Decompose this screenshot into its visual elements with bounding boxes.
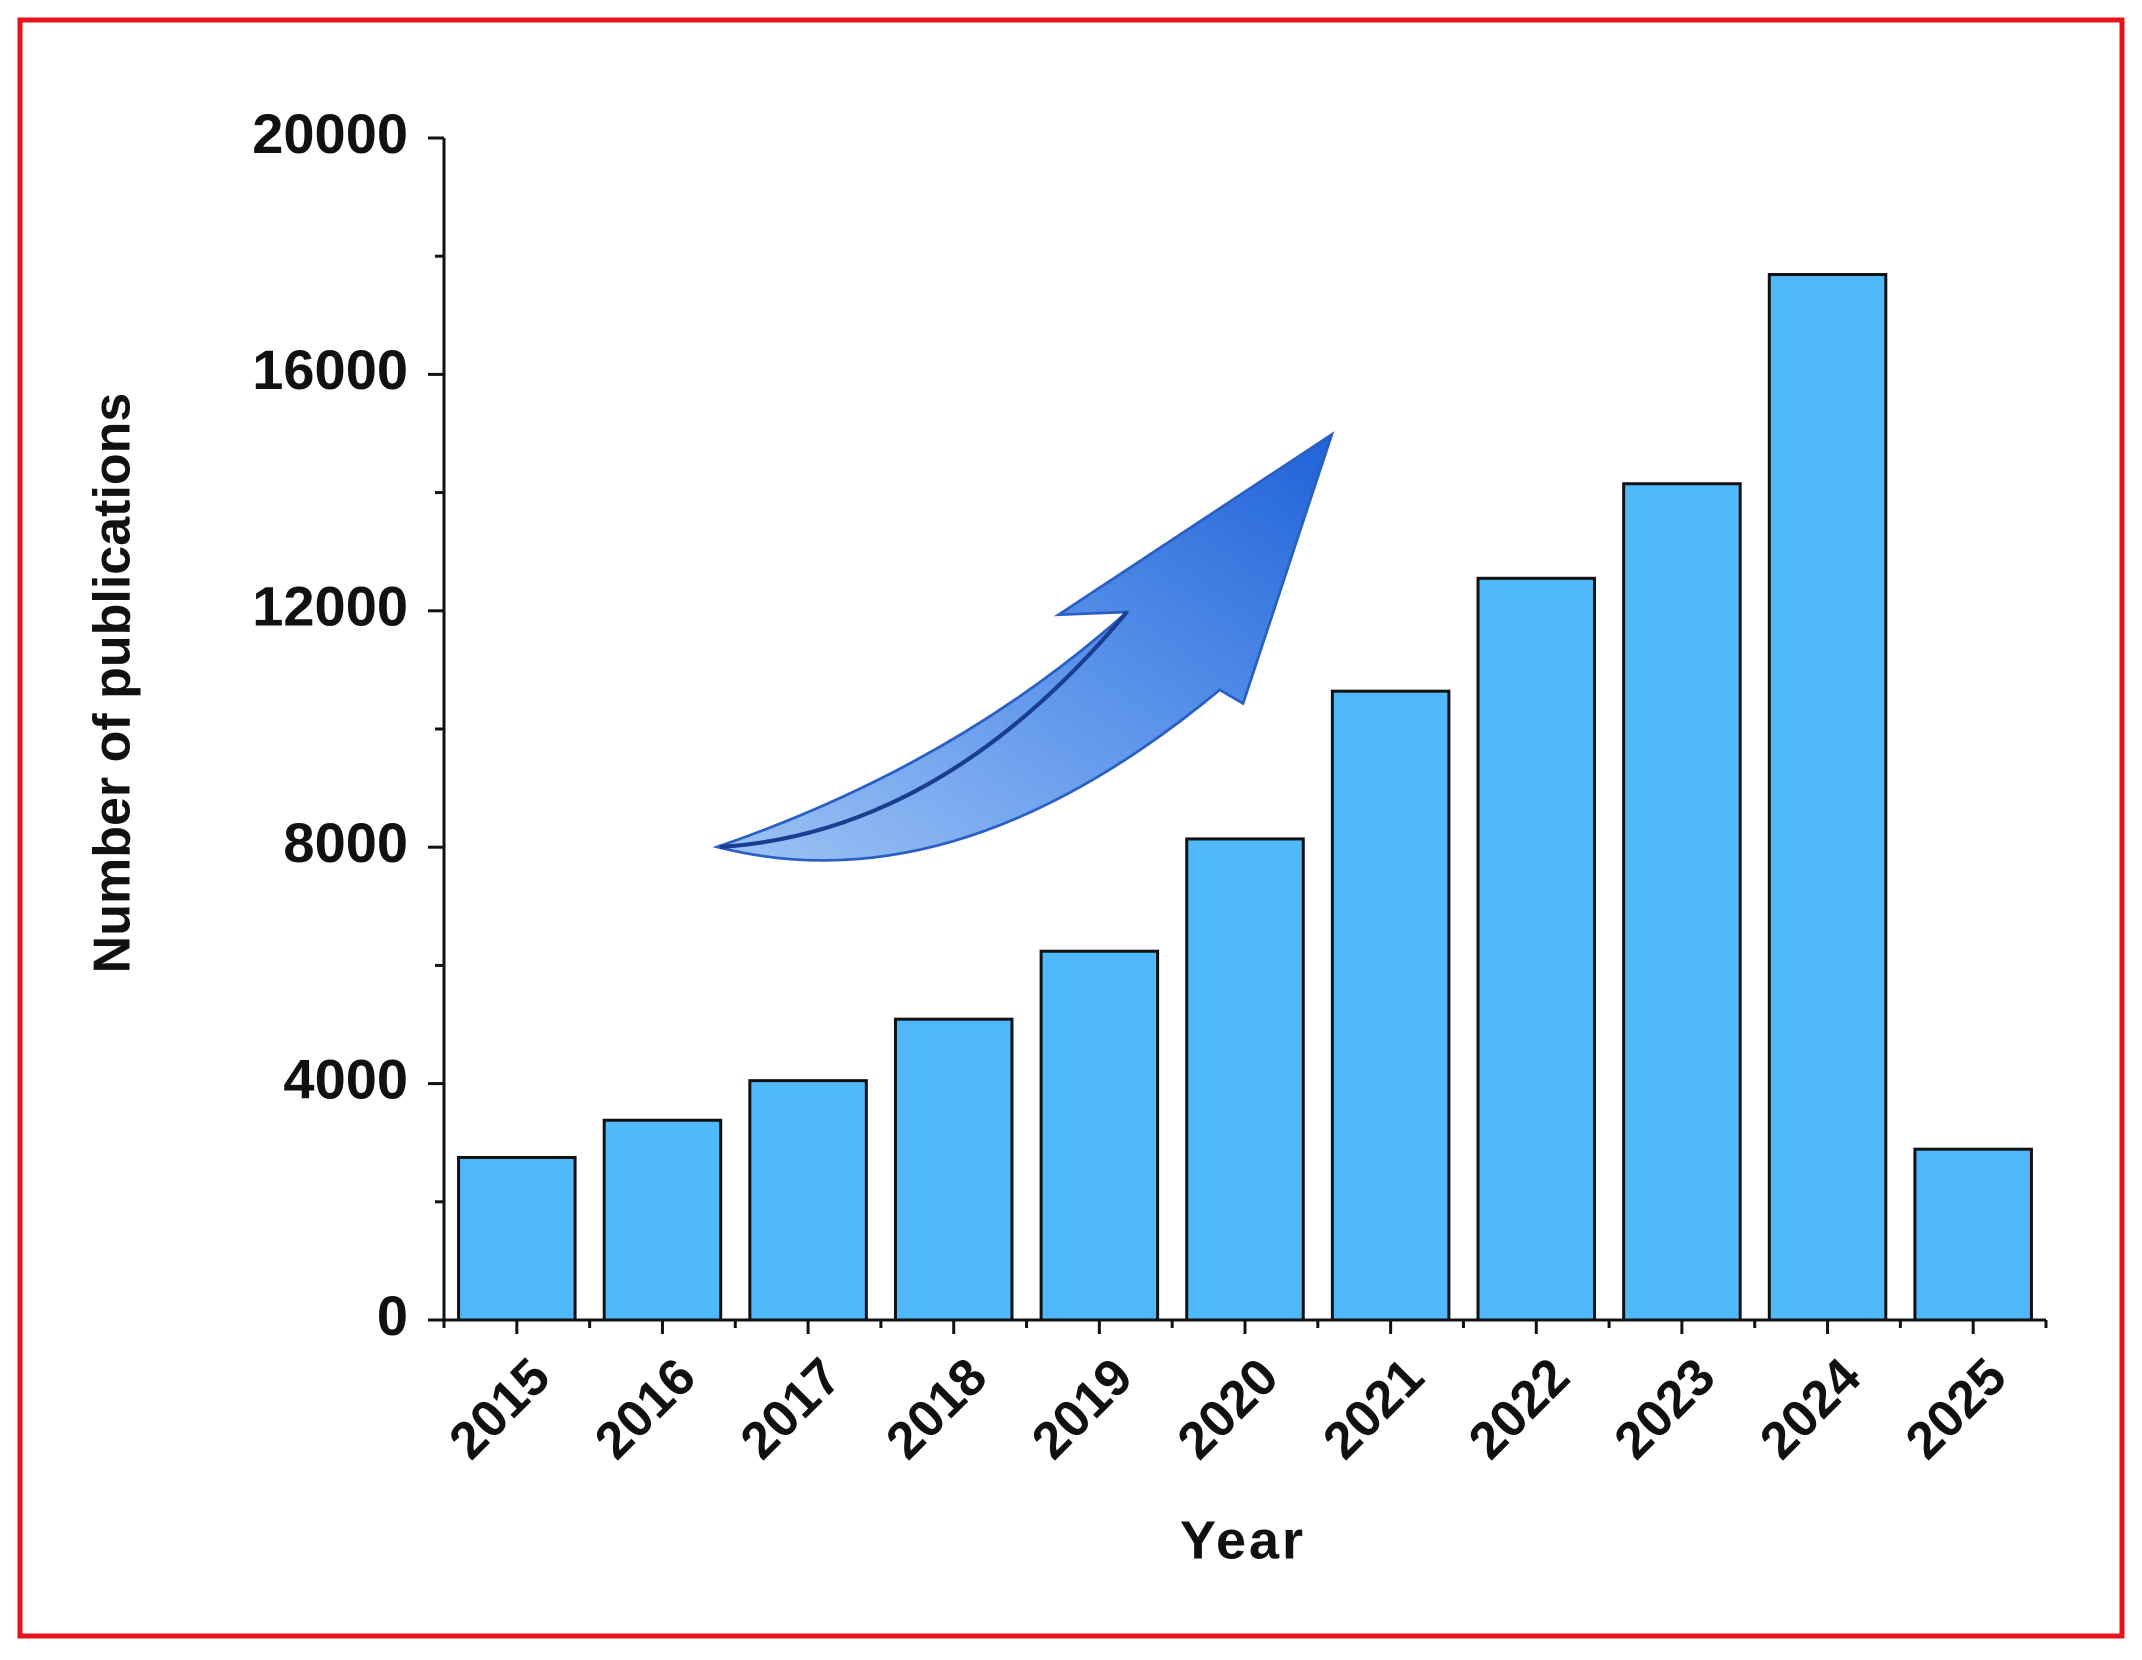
y-tick-label: 4000 [283,1047,408,1110]
x-tick-label: 2024 [1749,1347,1872,1470]
bar [1330,689,1451,1322]
bar [748,1079,868,1322]
bar [1185,837,1305,1322]
y-tick-label: 20000 [252,102,408,165]
bar [893,1017,1014,1322]
x-tick-label: 2017 [730,1347,853,1470]
x-tick-label: 2018 [875,1347,998,1470]
bar [1913,1147,2033,1322]
x-tick-label: 2022 [1458,1347,1581,1470]
bar [602,1118,723,1322]
bar [457,1155,577,1322]
x-tick-label: 2025 [1895,1347,2018,1470]
x-tick-label: 2020 [1167,1347,1290,1470]
bar [1622,482,1742,1322]
frame [17,17,2125,1639]
y-tick-label: 8000 [283,811,408,874]
bar [1476,576,1597,1322]
x-tick-label: 2019 [1021,1347,1144,1470]
x-tick-label: 2023 [1604,1347,1727,1470]
x-tick-label: 2016 [584,1347,707,1470]
bar [1039,949,1160,1322]
x-tick-label: 2015 [439,1347,562,1470]
bar [1767,273,1888,1322]
trend-arrow [712,431,1335,862]
x-axis-label: Year [1180,1510,1306,1570]
y-tick-label: 16000 [252,338,408,401]
x-tick-label: 2021 [1312,1347,1435,1470]
y-tick-label: 0 [377,1284,408,1347]
y-axis-label: Number of publications [84,393,142,974]
y-tick-label: 12000 [252,575,408,638]
